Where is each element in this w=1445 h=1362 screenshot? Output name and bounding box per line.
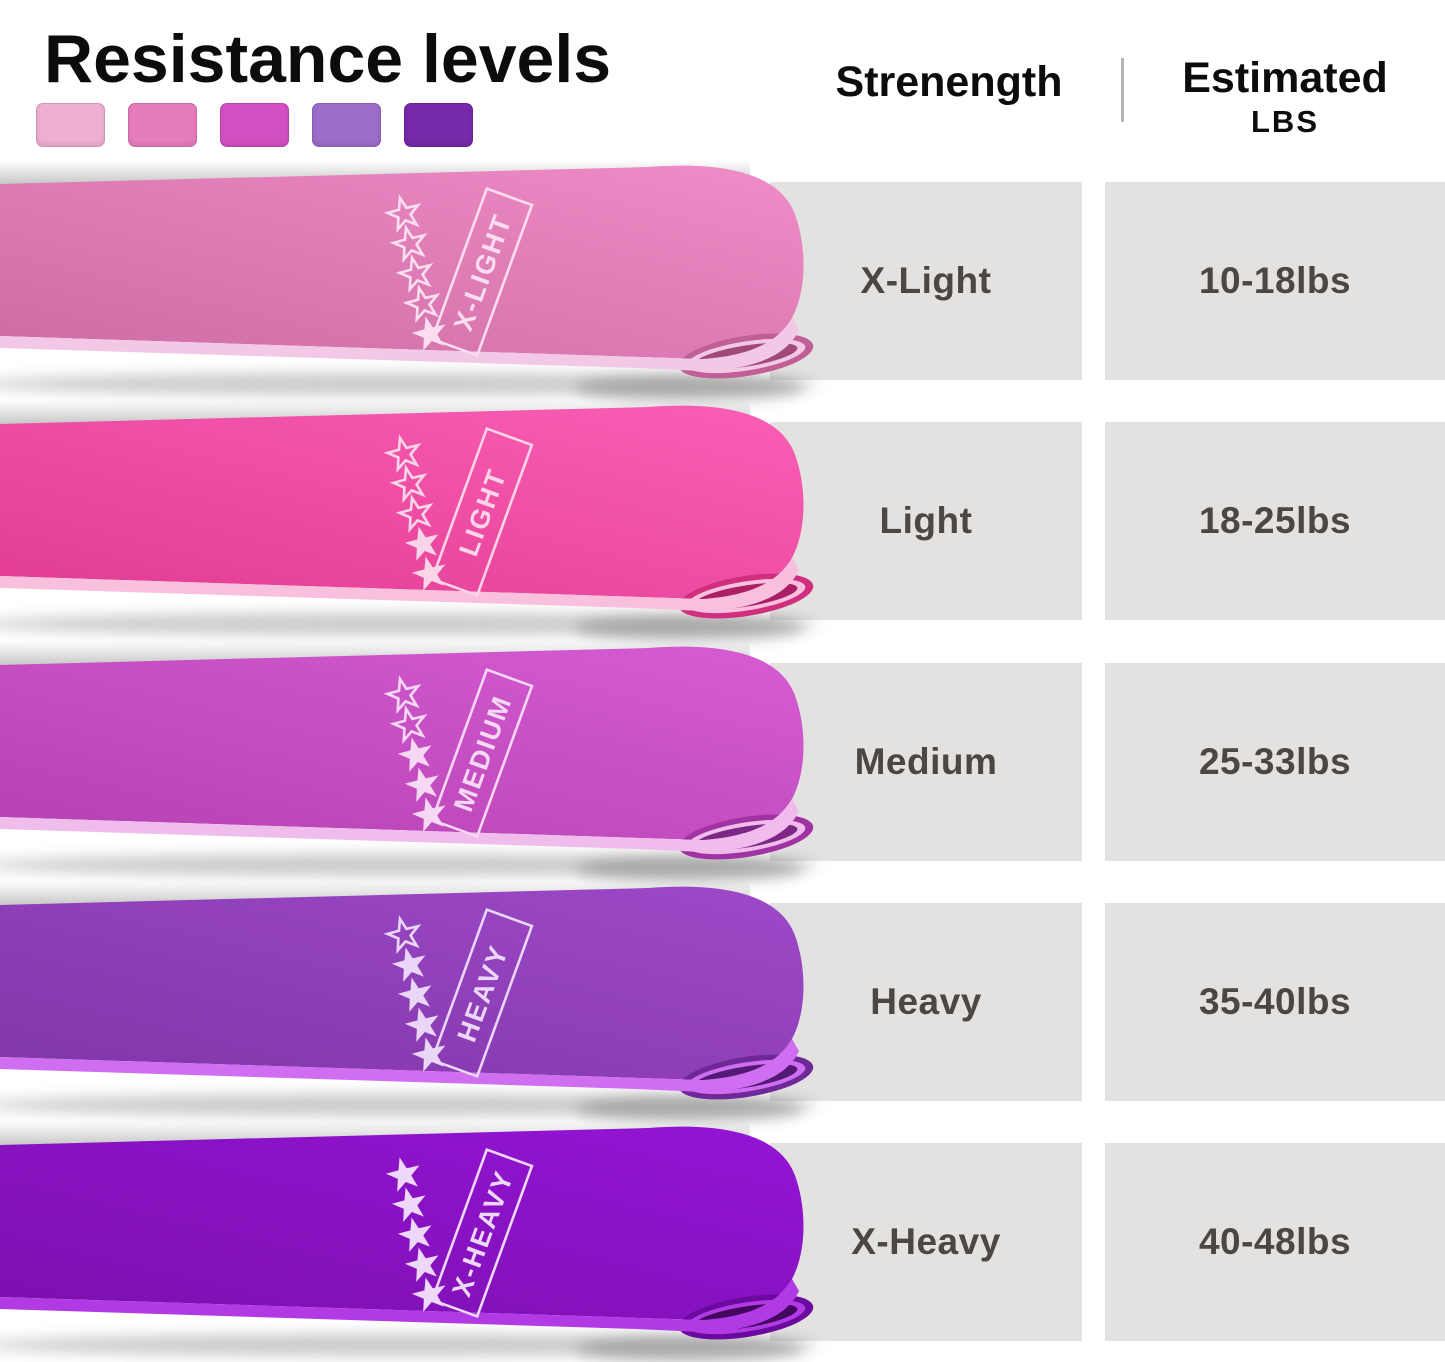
- resistance-band-medium: MEDIUM: [0, 641, 820, 882]
- resistance-band-heavy: HEAVY: [0, 881, 820, 1122]
- band-inner-edge: [0, 318, 799, 371]
- column-header-strength: Strenength: [835, 58, 1063, 106]
- column-header-estimated: Estimated: [1182, 54, 1388, 102]
- color-swatch-x-heavy: [404, 103, 473, 147]
- band-inner-edge: [0, 799, 799, 852]
- lbs-cell-light: 18-25lbs: [1105, 422, 1445, 620]
- band-face: [0, 886, 804, 1080]
- strength-cell-heavy: Heavy: [770, 903, 1082, 1101]
- lbs-cell-heavy: 35-40lbs: [1105, 903, 1445, 1101]
- lbs-cell-x-light: 10-18lbs: [1105, 182, 1445, 380]
- column-header-estimated-lbs: Estimated LBS: [1125, 54, 1445, 142]
- strength-cell-light: Light: [770, 422, 1082, 620]
- page-title: Resistance levels: [44, 21, 612, 97]
- column-divider: [1121, 58, 1124, 122]
- resistance-color-scale: [36, 103, 473, 147]
- resistance-band-x-heavy: X-HEAVY: [0, 1121, 820, 1362]
- band-face: [0, 1126, 804, 1320]
- lbs-cell-x-heavy: 40-48lbs: [1105, 1143, 1445, 1341]
- band-face: [0, 646, 804, 840]
- band-inner-edge: [0, 558, 799, 611]
- color-swatch-heavy: [312, 103, 381, 147]
- strength-cell-x-light: X-Light: [770, 182, 1082, 380]
- strength-cell-x-heavy: X-Heavy: [770, 1143, 1082, 1341]
- resistance-band-x-light: X-LIGHT: [0, 160, 820, 401]
- strength-cell-medium: Medium: [770, 663, 1082, 861]
- resistance-band-light: LIGHT: [0, 400, 820, 641]
- color-swatch-light: [128, 103, 197, 147]
- lbs-cell-medium: 25-33lbs: [1105, 663, 1445, 861]
- color-swatch-medium: [220, 103, 289, 147]
- band-face: [0, 405, 804, 599]
- band-inner-edge: [0, 1279, 799, 1332]
- band-face: [0, 165, 804, 359]
- color-swatch-x-light: [36, 103, 105, 147]
- band-inner-edge: [0, 1039, 799, 1092]
- column-header-lbs: LBS: [1251, 104, 1319, 139]
